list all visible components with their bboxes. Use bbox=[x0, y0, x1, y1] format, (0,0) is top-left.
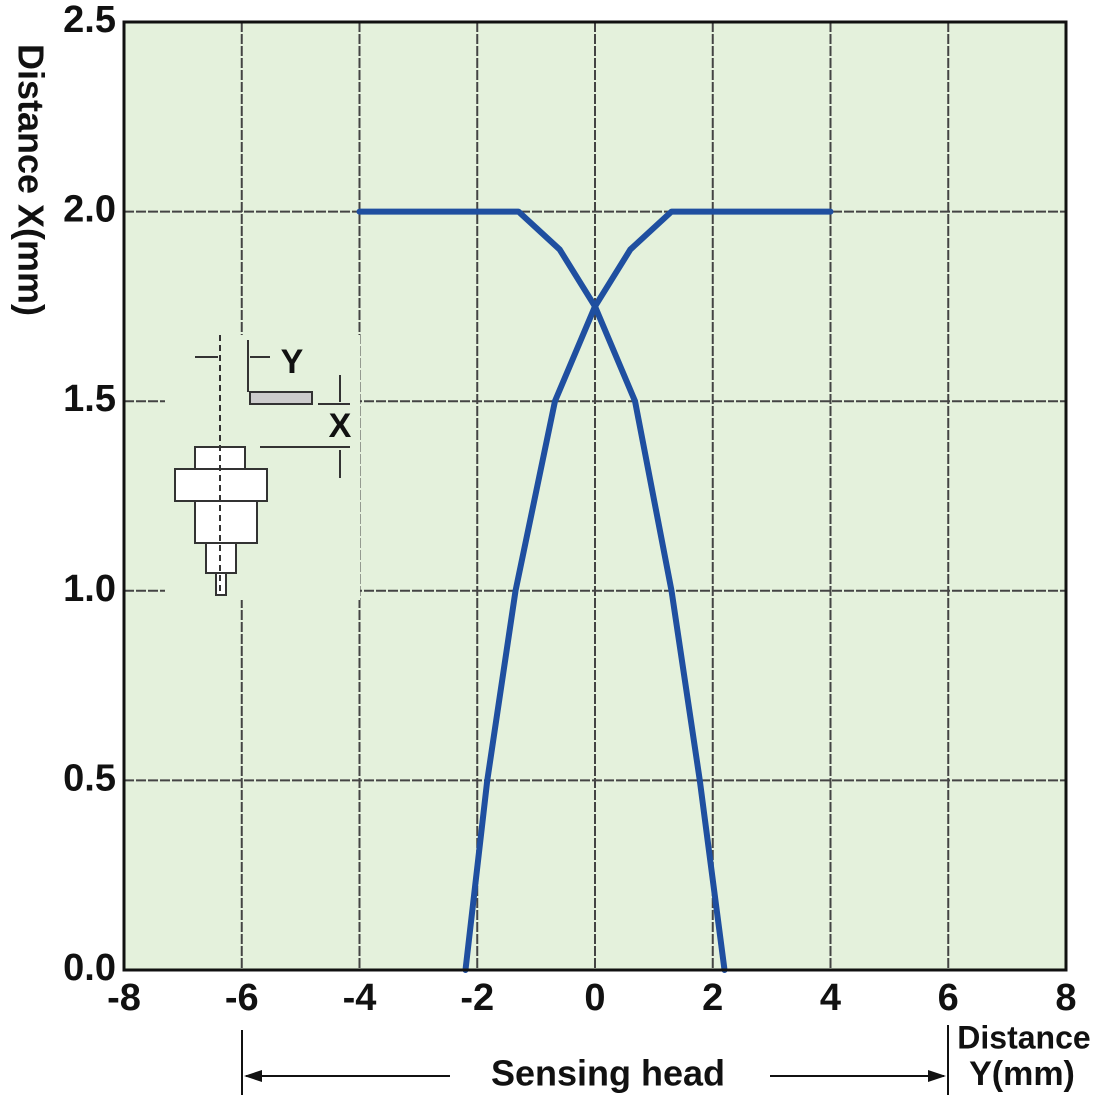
range-arrow bbox=[241, 1025, 949, 1095]
range-label: Sensing head bbox=[491, 1053, 725, 1094]
y-axis-label: Distance X(mm) bbox=[10, 44, 51, 316]
line-series bbox=[462, 208, 834, 973]
x-tick-label: -2 bbox=[460, 977, 494, 1019]
x-tick-label: 4 bbox=[820, 977, 841, 1019]
y-tick-label: 0.5 bbox=[63, 757, 116, 799]
x-tick-label: 2 bbox=[702, 977, 723, 1019]
x-tick-label: -4 bbox=[343, 977, 377, 1019]
x-axis-label: Y(mm) bbox=[969, 1055, 1075, 1093]
y-tick-label: 0.0 bbox=[63, 947, 116, 989]
x-tick-label: -6 bbox=[225, 977, 259, 1019]
plot-frame bbox=[122, 20, 1068, 972]
line-series bbox=[356, 208, 728, 973]
y-tick-label: 2.5 bbox=[63, 0, 116, 41]
y-tick-label: 1.5 bbox=[63, 378, 116, 420]
x-tick-label: 8 bbox=[1055, 977, 1076, 1019]
inset-diagram bbox=[165, 335, 360, 600]
x-tick-label: 0 bbox=[584, 977, 605, 1019]
x-tick-label: -8 bbox=[107, 977, 141, 1019]
x-axis-label: Distance bbox=[957, 1019, 1090, 1055]
y-tick-label: 1.0 bbox=[63, 568, 116, 610]
x-tick-label: 6 bbox=[938, 977, 959, 1019]
inset-x-label: X bbox=[329, 407, 352, 445]
y-tick-label: 2.0 bbox=[63, 189, 116, 231]
inset-y-label: Y bbox=[281, 343, 304, 381]
